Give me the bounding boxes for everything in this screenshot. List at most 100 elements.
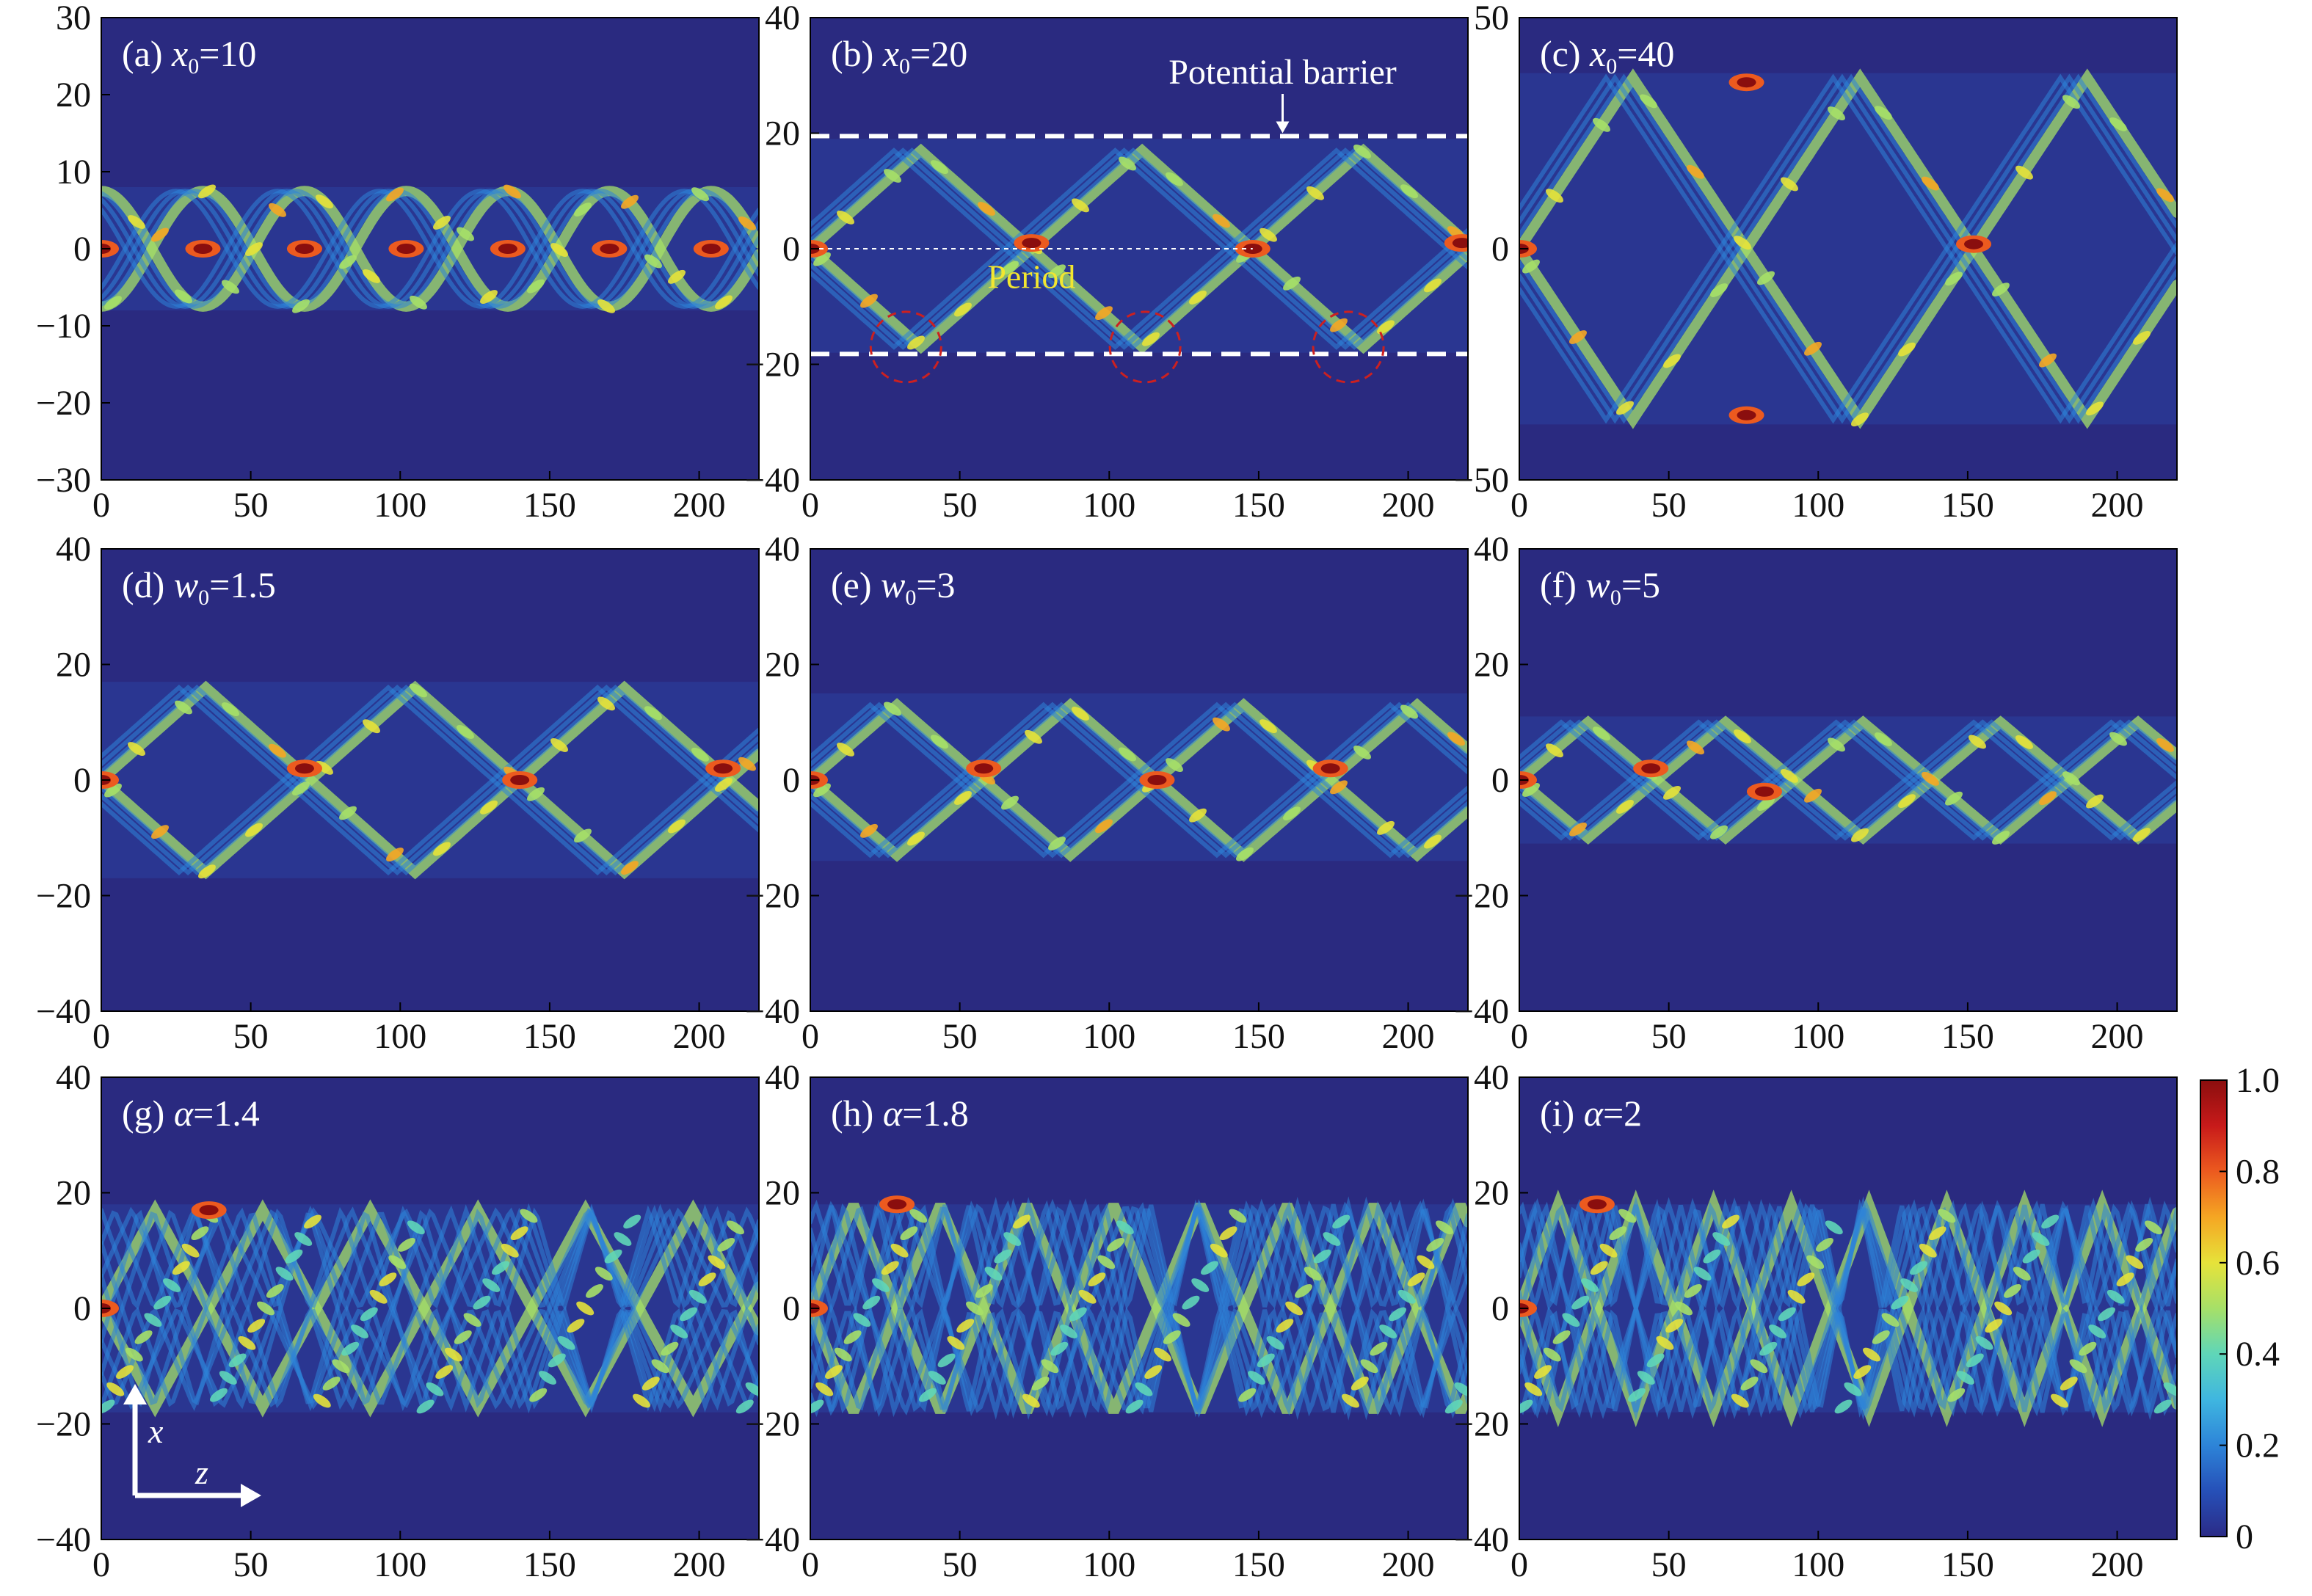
intensity-speckle [463, 1313, 481, 1327]
intensity-speckle [1397, 1289, 1416, 1304]
intensity-speckle [1703, 1249, 1721, 1264]
intensity-speckle [1048, 264, 1066, 279]
intensity-speckle [363, 719, 380, 734]
param-value: =40 [1617, 33, 1674, 74]
intensity-speckle [1571, 1295, 1590, 1310]
intensity-speckle [1283, 806, 1301, 821]
intensity-speckle [275, 1267, 294, 1281]
intensity-speckle [576, 1301, 595, 1316]
intensity-speckle [2086, 401, 2104, 416]
intensity-speckle [680, 1307, 697, 1322]
intensity-speckle [175, 700, 192, 715]
intensity-speckle [837, 742, 854, 757]
intensity-speckle [548, 1353, 566, 1368]
beam-trajectory [1519, 777, 2177, 841]
intensity-speckle [2109, 117, 2127, 131]
y-tick-label: −20 [745, 346, 800, 385]
intensity-speckle [595, 1267, 613, 1281]
intensity-speckle [860, 294, 878, 308]
intensity-speckle [954, 791, 972, 805]
intensity-speckle [407, 1220, 425, 1235]
y-tick-label: 30 [56, 0, 91, 37]
intensity-speckle [510, 1226, 528, 1241]
beam-trajectory [101, 1301, 759, 1414]
intensity-speckle [825, 1365, 843, 1380]
intensity-speckle [1424, 278, 1442, 293]
highlight-circle [1312, 310, 1385, 384]
y-tick-label: 0 [782, 1289, 800, 1328]
intensity-speckle [1001, 260, 1019, 275]
intensity-speckle [1078, 1289, 1097, 1304]
intensity-speckle [322, 1376, 341, 1391]
intensity-speckle [2022, 1249, 2040, 1264]
param-value: =1.5 [209, 564, 276, 605]
beam-trajectory [1519, 73, 2177, 253]
intensity-speckle [557, 1336, 575, 1350]
intensity-speckle [1219, 1226, 1237, 1241]
intensity-speckle [1646, 1353, 1665, 1368]
param-subscript: 0 [905, 586, 916, 610]
intensity-speckle [1259, 227, 1277, 242]
y-tick-label: 0 [782, 761, 800, 800]
beam-trajectory [810, 245, 1468, 350]
intensity-speckle [2015, 165, 2033, 180]
x-tick-label: 150 [1941, 486, 1994, 525]
param-symbol: w [1585, 564, 1610, 605]
intensity-speckle [907, 831, 925, 846]
y-tick-label: −40 [36, 992, 91, 1031]
intensity-speckle [1048, 837, 1066, 850]
intensity-speckle [1189, 291, 1207, 305]
intensity-speckle [567, 1319, 585, 1333]
y-tick-label: 0 [782, 230, 800, 269]
param-value: =20 [910, 33, 967, 74]
intensity-speckle [1797, 1272, 1815, 1287]
colorbar-tick-label: 0.2 [2236, 1426, 2280, 1465]
colorbar-tick-label: 0.4 [2236, 1335, 2280, 1374]
param-symbol: x [1589, 33, 1606, 74]
intensity-speckle [445, 1347, 462, 1362]
beam-trajectory [810, 777, 1468, 859]
y-tick-label: 0 [73, 230, 91, 269]
intensity-speckle [1900, 1278, 1919, 1292]
intensity-speckle [1025, 729, 1042, 744]
intensity-speckle [574, 828, 592, 843]
intensity-speckle [1407, 1272, 1425, 1287]
y-tick-label: 0 [73, 1289, 91, 1328]
intensity-speckle [1119, 156, 1136, 171]
beam-trajectory [1519, 1302, 2177, 1418]
y-tick-label: −50 [1454, 461, 1509, 500]
intensity-speckle [1125, 1399, 1144, 1414]
x-tick-label: 200 [673, 1545, 726, 1584]
x-tick-label: 0 [1511, 1017, 1528, 1056]
beam-trajectory [1519, 73, 2177, 253]
intensity-speckle [2069, 1359, 2087, 1374]
x-tick-label: 50 [942, 486, 978, 525]
x-tick-label: 100 [1083, 1017, 1135, 1056]
intensity-speckle [1107, 1237, 1124, 1252]
intensity-speckle [238, 1336, 256, 1350]
intensity-speckle [1712, 1232, 1731, 1246]
intensity-speckle [1581, 1278, 1599, 1292]
param-value: =3 [916, 564, 955, 605]
intensity-field [1519, 1189, 2177, 1428]
intensity-speckle [715, 295, 733, 310]
panel-letter: (i) [1540, 1093, 1584, 1134]
intensity-speckle [426, 1382, 444, 1396]
intensity-speckle [2135, 1237, 2153, 1252]
intensity-speckle [931, 160, 948, 175]
panel-label: (h) α=1.8 [831, 1093, 969, 1134]
intensity-speckle [1985, 1319, 2003, 1333]
intensity-speckle [1377, 820, 1395, 835]
intensity-speckle [2156, 188, 2174, 203]
barrier-arrow-head [1276, 121, 1290, 134]
intensity-speckle [1898, 794, 1916, 809]
beam-trajectory [1519, 244, 2177, 424]
intensity-speckle [482, 1278, 501, 1292]
param-symbol: α [883, 1093, 904, 1134]
panel-label: (b) x0=20 [831, 33, 967, 79]
colorbar: 1.0 0.8 0.6 0.4 0.2 0 [2200, 1061, 2280, 1556]
panel-label: (f) w0=5 [1540, 564, 1660, 610]
beam-trajectory [101, 189, 759, 309]
x-tick-label: 150 [523, 486, 576, 525]
